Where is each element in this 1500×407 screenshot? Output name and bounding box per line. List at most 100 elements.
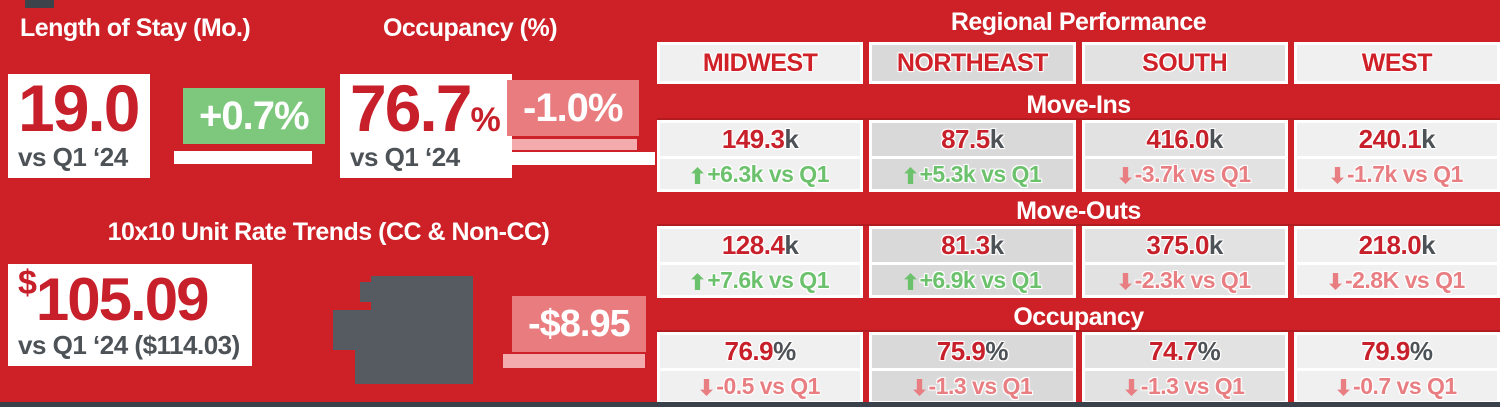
down-arrow-icon [1118,273,1132,290]
cell-change: -0.7 vs Q1 [1296,368,1497,401]
up-arrow-icon [691,273,705,290]
cell-value: 81.3k [872,229,1072,262]
kpi-occupancy-card: 76.7% vs Q1 ‘24 [340,74,512,178]
section-occupancy-row: 76.9% -0.5 vs Q1 75.9% -1.3 vs Q1 74.7% … [657,332,1500,404]
cell-number: 81.3 [941,230,990,260]
cell-suffix: k [1208,230,1223,260]
regional-performance-table: Regional Performance MIDWEST NORTHEAST S… [657,0,1500,404]
cell-change-text: +6.9k vs Q1 [919,267,1042,293]
cell-number: 74.7 [1149,336,1198,366]
cell-value: 375.0k [1085,229,1285,262]
down-arrow-icon [1329,273,1342,290]
section-band-move-outs: Move-Outs [657,196,1500,226]
cell-number: 87.5 [941,124,990,154]
cell-change: +6.3k vs Q1 [660,156,861,189]
cell-change: -1.7k vs Q1 [1296,156,1497,189]
bottom-edge-strip [0,402,1500,407]
cell-change: -2.8K vs Q1 [1296,262,1497,295]
cell-suffix: k [784,124,799,154]
badge-underline-bar [174,151,312,164]
section-band-occupancy: Occupancy [657,302,1500,332]
kpi-occupancy-value: 76.7% [350,75,501,141]
cell-value: 416.0k [1085,123,1285,156]
section-move-ins-row: 149.3k +6.3k vs Q1 87.5k +5.3k vs Q1 416… [657,120,1500,192]
kpi-unit-rate-title: 10x10 Unit Rate Trends (CC & Non-CC) [107,218,550,246]
kpi-unit-rate-delta-badge: -$8.95 [512,296,646,352]
cell-value: 76.9% [660,335,860,368]
cell-value: 87.5k [872,123,1072,156]
kpi-unit-rate-compare: vs Q1 ‘24 ($114.03) [18,330,240,360]
table-cell-move-outs-south: 375.0k -2.3k vs Q1 [1081,226,1288,298]
down-arrow-icon [1118,167,1132,184]
cell-change-text: -0.5 vs Q1 [716,373,820,399]
cell-change: +5.3k vs Q1 [872,156,1073,189]
kpi-occupancy-delta-badge: -1.0% [507,80,639,136]
kpi-unit-rate-value-number: 105.09 [35,266,210,333]
cell-change: -1.3 vs Q1 [1084,368,1285,401]
cell-suffix: % [773,336,796,366]
cell-suffix: % [1197,336,1221,366]
cell-number: 218.0 [1358,230,1422,260]
badge-underline-bar [505,152,655,165]
cell-suffix: k [989,124,1004,154]
cell-change-text: -0.7 vs Q1 [1353,373,1457,399]
cell-suffix: k [784,230,799,260]
cell-number: 128.4 [721,230,785,260]
kpi-unit-rate-value: $105.09 [18,264,240,330]
table-cell-occupancy-west: 79.9% -0.7 vs Q1 [1293,332,1500,404]
kpi-occupancy-compare: vs Q1 ‘24 [350,141,460,172]
table-cell-move-outs-west: 218.0k -2.8K vs Q1 [1293,226,1500,298]
cell-change: -1.3 vs Q1 [872,368,1073,401]
cell-value: 79.9% [1297,335,1497,368]
cell-number: 79.9 [1361,336,1410,366]
regional-table-title: Regional Performance [950,8,1207,36]
cell-suffix: k [1421,124,1436,154]
cell-change: -0.5 vs Q1 [660,368,861,401]
cell-value: 75.9% [872,335,1072,368]
column-header-northeast: NORTHEAST [869,42,1076,84]
badge-shadow-strip [503,354,645,368]
cell-change-text: -2.8K vs Q1 [1344,267,1465,293]
down-arrow-icon [700,379,714,396]
cell-number: 375.0 [1146,230,1209,260]
cell-number: 240.1 [1358,124,1422,154]
cell-change-text: -1.3 vs Q1 [928,373,1033,399]
cell-value: 128.4k [660,229,860,262]
cell-value: 149.3k [660,123,860,156]
cell-value: 74.7% [1085,335,1285,368]
cell-suffix: % [1409,336,1433,366]
down-arrow-icon [912,379,926,396]
table-cell-move-outs-midwest: 128.4k +7.6k vs Q1 [657,226,864,298]
cell-change-text: -3.7k vs Q1 [1134,161,1251,187]
table-cell-move-ins-west: 240.1k -1.7k vs Q1 [1293,120,1500,192]
kpi-occupancy-value-suffix: % [470,101,500,139]
table-cell-move-ins-midwest: 149.3k +6.3k vs Q1 [657,120,864,192]
up-arrow-icon [691,167,705,184]
down-arrow-icon [1337,379,1350,396]
table-cell-occupancy-northeast: 75.9% -1.3 vs Q1 [869,332,1076,404]
cell-change: -2.3k vs Q1 [1084,262,1285,295]
table-cell-move-ins-south: 416.0k -3.7k vs Q1 [1081,120,1288,192]
table-cell-occupancy-midwest: 76.9% -0.5 vs Q1 [657,332,864,404]
column-header-south: SOUTH [1081,42,1288,84]
kpi-length-of-stay-value: 19.0 [18,71,140,145]
cell-change-text: -1.7k vs Q1 [1346,161,1463,187]
badge-shadow-strip [512,139,637,150]
kpi-length-of-stay-delta-badge: +0.7% [183,88,325,144]
regional-header-row: MIDWEST NORTHEAST SOUTH WEST [657,42,1500,84]
kpi-unit-rate-card: $105.09 vs Q1 ‘24 ($114.03) [8,264,252,366]
cell-value: 240.1k [1297,123,1497,156]
cell-value: 218.0k [1297,229,1497,262]
up-arrow-icon [903,167,917,184]
cell-change: -3.7k vs Q1 [1084,156,1285,189]
down-arrow-icon [1331,167,1344,184]
cell-change: +6.9k vs Q1 [872,262,1073,295]
decorative-gray-shape [333,276,473,384]
column-header-west: WEST [1293,42,1500,84]
section-band-move-ins: Move-Ins [657,90,1500,120]
cell-number: 75.9 [936,336,986,366]
kpi-unit-rate-value-prefix: $ [18,264,37,302]
cell-suffix: k [989,230,1004,260]
table-cell-occupancy-south: 74.7% -1.3 vs Q1 [1081,332,1288,404]
section-move-outs-row: 128.4k +7.6k vs Q1 81.3k +6.9k vs Q1 375… [657,226,1500,298]
